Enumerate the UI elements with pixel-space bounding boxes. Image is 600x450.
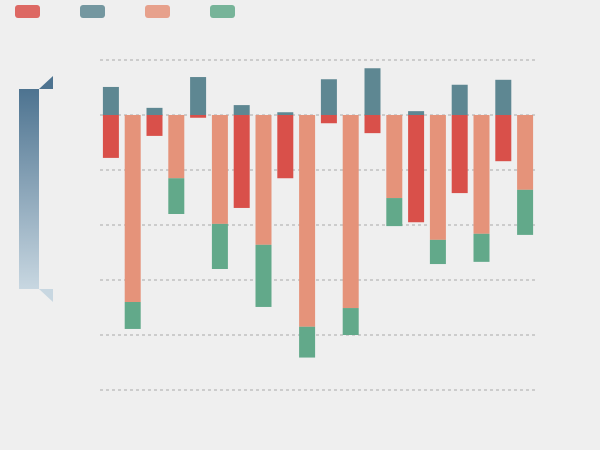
bar-segment (320, 79, 337, 115)
colorbar-top-tip (39, 76, 53, 89)
bar-segment (190, 77, 207, 115)
bar-segment (451, 115, 468, 194)
bar-segment (342, 308, 359, 335)
bar-segment (364, 68, 381, 115)
bar-segment (495, 79, 512, 115)
bar-segment (299, 115, 316, 327)
bar-segment (102, 86, 119, 115)
bar-segment (255, 244, 272, 307)
bar-segment (233, 115, 250, 208)
colorbar-bottom-tip (39, 289, 53, 302)
bar-segment (124, 302, 141, 329)
bar-segment (473, 115, 490, 234)
bar-segment (473, 233, 490, 262)
legend-swatch (15, 5, 40, 18)
bar-segment (277, 115, 294, 179)
bar-segment (386, 115, 403, 199)
bar-segment (211, 223, 228, 269)
bar-segment (146, 107, 163, 115)
bar-segment (124, 115, 141, 302)
bar-segment (386, 198, 403, 227)
bar-segment (364, 115, 381, 134)
bar-segment (320, 115, 337, 124)
bar-segment (190, 115, 207, 118)
bar-segment (211, 115, 228, 224)
bar-segment (255, 115, 272, 245)
colorbar (19, 76, 53, 302)
bar-segment (408, 111, 425, 115)
bar-segment (102, 115, 119, 158)
bar-segment (168, 115, 185, 179)
legend-swatch (145, 5, 170, 18)
bar-segment (517, 189, 534, 235)
bar-segment (408, 115, 425, 223)
legend-swatch (80, 5, 105, 18)
bar-segment (146, 115, 163, 136)
bar-segment (233, 105, 250, 115)
bar-segment (277, 112, 294, 115)
bar-segment (299, 326, 316, 358)
legend-swatch (210, 5, 235, 18)
colorbar-body (19, 89, 39, 289)
bar-segment (429, 115, 446, 240)
bar-segment (168, 178, 185, 214)
bar-segment (342, 115, 359, 309)
bar-segment (451, 84, 468, 115)
bar-segment (517, 115, 534, 190)
bar-segment (495, 115, 512, 162)
bar-segment (429, 239, 446, 265)
